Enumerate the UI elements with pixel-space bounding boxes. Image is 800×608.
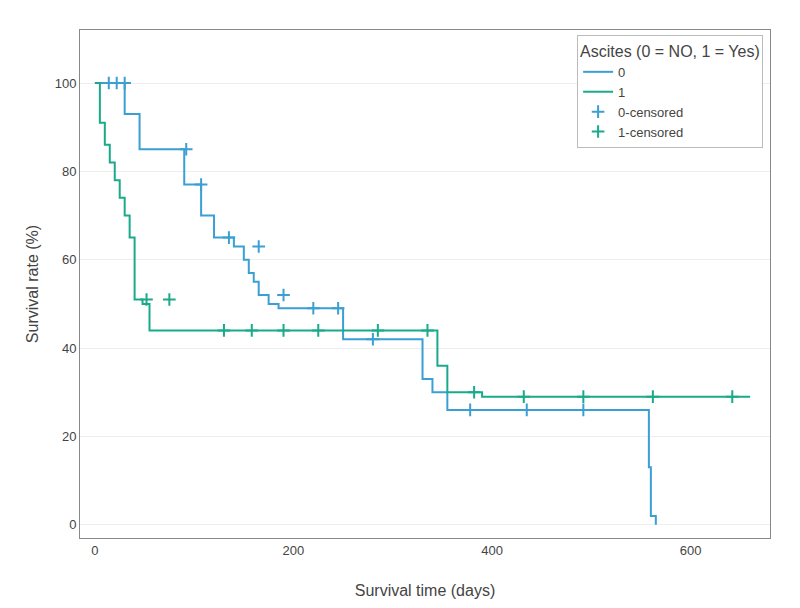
svg-text:Ascites (0 = NO, 1 = Yes): Ascites (0 = NO, 1 = Yes) — [580, 43, 760, 60]
svg-text:60: 60 — [62, 252, 76, 267]
svg-text:40: 40 — [62, 341, 76, 356]
svg-text:400: 400 — [481, 543, 503, 558]
svg-text:1: 1 — [618, 85, 625, 100]
svg-text:0: 0 — [618, 65, 625, 80]
svg-text:0: 0 — [69, 517, 76, 532]
svg-text:0-censored: 0-censored — [618, 105, 683, 120]
svg-text:Survival time (days): Survival time (days) — [355, 582, 495, 599]
svg-text:20: 20 — [62, 429, 76, 444]
svg-text:600: 600 — [680, 543, 702, 558]
svg-text:100: 100 — [55, 76, 77, 91]
svg-text:0: 0 — [91, 543, 98, 558]
svg-text:200: 200 — [283, 543, 305, 558]
svg-text:1-censored: 1-censored — [618, 125, 683, 140]
svg-text:80: 80 — [62, 164, 76, 179]
svg-text:Survival rate (%): Survival rate (%) — [24, 225, 41, 343]
